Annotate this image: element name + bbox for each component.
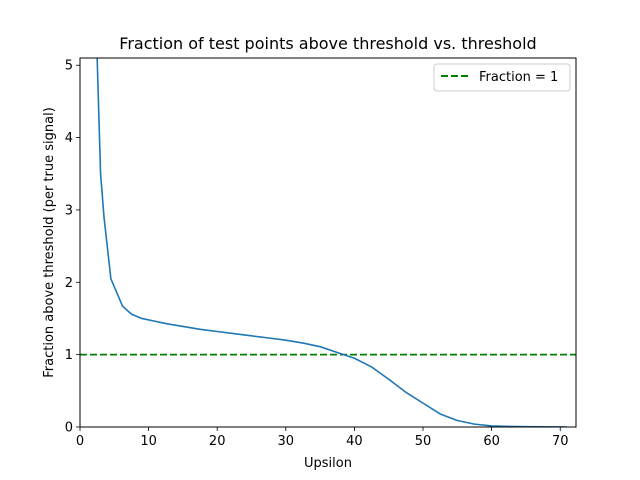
series-line-fraction-above-threshold <box>96 58 568 427</box>
plot-area <box>80 58 576 427</box>
x-tick-label: 0 <box>76 434 84 449</box>
legend-label-fraction: Fraction = 1 <box>479 70 558 85</box>
x-tick-label: 40 <box>346 434 363 449</box>
x-axis-label: Upsilon <box>304 456 352 471</box>
x-tick-label: 20 <box>209 434 226 449</box>
y-tick-label: 0 <box>65 421 73 436</box>
legend-box <box>433 63 571 92</box>
x-tick-label: 50 <box>415 434 432 449</box>
y-tick-label: 2 <box>65 276 73 291</box>
y-tick-label: 5 <box>65 59 73 74</box>
x-tick-label: 30 <box>278 434 295 449</box>
y-tick-label: 4 <box>65 131 73 146</box>
x-tick-label: 10 <box>140 434 157 449</box>
legend: Fraction = 1 <box>433 63 571 92</box>
x-tick-label: 60 <box>483 434 500 449</box>
y-tick-label: 3 <box>65 203 73 218</box>
axis-ticks: 0 10 20 30 40 50 60 70 0 1 2 3 4 5 <box>65 59 569 449</box>
y-tick-label: 1 <box>65 348 73 363</box>
x-tick-label: 70 <box>552 434 569 449</box>
axes-frame <box>79 57 577 428</box>
y-axis-label: Fraction above threshold (per true signa… <box>42 107 57 378</box>
chart-title: Fraction of test points above threshold … <box>119 34 536 53</box>
